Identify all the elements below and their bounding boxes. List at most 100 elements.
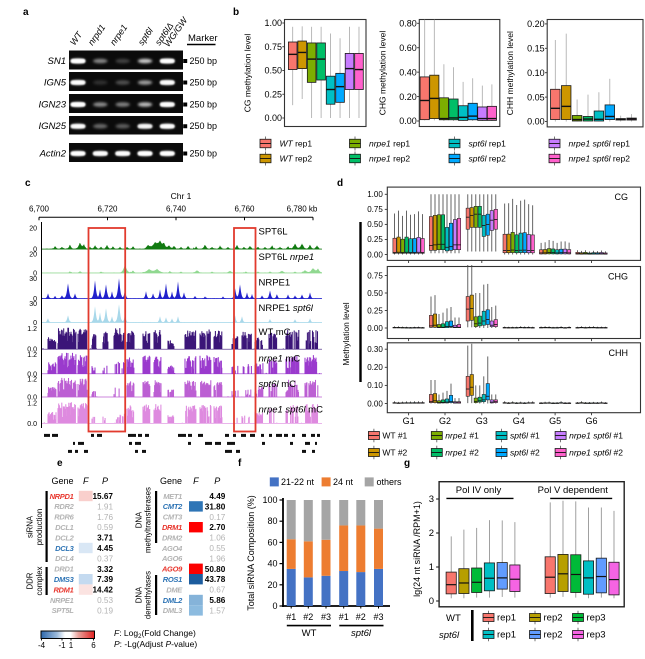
svg-text:0.10: 0.10 xyxy=(367,381,383,390)
svg-text:6: 6 xyxy=(91,641,96,650)
svg-text:1: 1 xyxy=(429,562,434,573)
svg-text:nrpe1 #2: nrpe1 #2 xyxy=(445,448,479,458)
svg-text:CHG methylation level: CHG methylation level xyxy=(377,31,387,116)
svg-text:0.50: 0.50 xyxy=(367,289,383,298)
svg-text:1.57: 1.57 xyxy=(209,606,225,615)
svg-text:Marker: Marker xyxy=(188,33,218,44)
svg-text:Pol V dependent: Pol V dependent xyxy=(538,485,609,496)
svg-text:4.45: 4.45 xyxy=(97,544,113,553)
svg-text:1.00: 1.00 xyxy=(264,18,282,28)
svg-text:0: 0 xyxy=(33,320,37,327)
svg-text:21-22 nt: 21-22 nt xyxy=(281,477,315,487)
svg-text:ROS1: ROS1 xyxy=(163,575,182,584)
svg-text:nrpe1 spt6l rep2: nrpe1 spt6l rep2 xyxy=(569,154,631,164)
svg-text:spt6l #1: spt6l #1 xyxy=(510,431,540,441)
svg-text:0.00: 0.00 xyxy=(264,113,282,123)
svg-text:RDM1: RDM1 xyxy=(53,585,73,594)
svg-text:IGN23: IGN23 xyxy=(39,100,67,111)
svg-text:DRD1: DRD1 xyxy=(54,565,73,574)
svg-text:P: -Lg(Adjust P-value): P: -Lg(Adjust P-value) xyxy=(114,639,197,649)
svg-text:1.2: 1.2 xyxy=(27,326,37,333)
svg-text:IGN25: IGN25 xyxy=(39,121,67,132)
svg-text:AGO9: AGO9 xyxy=(161,565,183,574)
svg-text:c: c xyxy=(25,178,31,189)
svg-text:0.50: 0.50 xyxy=(264,66,282,76)
svg-text:DRM1: DRM1 xyxy=(162,523,182,532)
svg-text:F: Log2(Fold Change): F: Log2(Fold Change) xyxy=(114,628,196,640)
svg-text:0: 0 xyxy=(33,296,37,303)
svg-text:0.0: 0.0 xyxy=(27,371,37,378)
svg-text:0.00: 0.00 xyxy=(367,250,383,259)
svg-text:NRPE1: NRPE1 xyxy=(50,596,74,605)
svg-text:31.80: 31.80 xyxy=(205,502,226,511)
svg-text:24 nt: 24 nt xyxy=(333,477,354,487)
svg-text:F: F xyxy=(83,476,89,486)
svg-text:30: 30 xyxy=(29,276,37,283)
svg-text:Gene: Gene xyxy=(51,476,73,486)
svg-text:1.76: 1.76 xyxy=(97,513,113,522)
svg-text:80: 80 xyxy=(267,516,277,526)
svg-text:RDR6: RDR6 xyxy=(54,513,74,522)
svg-text:0.67: 0.67 xyxy=(209,586,225,595)
svg-text:WT #1: WT #1 xyxy=(382,431,407,441)
svg-text:50.80: 50.80 xyxy=(205,565,226,574)
svg-text:250 bp: 250 bp xyxy=(190,56,218,66)
svg-text:0.20: 0.20 xyxy=(527,19,545,29)
svg-text:spt6l mC: spt6l mC xyxy=(259,379,297,390)
svg-text:#1: #1 xyxy=(286,612,296,622)
svg-text:6,700: 6,700 xyxy=(29,205,50,214)
svg-text:2.70: 2.70 xyxy=(209,523,225,532)
svg-text:40: 40 xyxy=(267,559,277,569)
svg-text:1.2: 1.2 xyxy=(27,401,37,408)
svg-text:43.78: 43.78 xyxy=(205,575,226,584)
svg-text:RDR2: RDR2 xyxy=(54,502,74,511)
svg-text:0.0: 0.0 xyxy=(27,347,37,354)
svg-text:6,780 kb: 6,780 kb xyxy=(287,205,318,214)
svg-text:rep3: rep3 xyxy=(587,630,606,641)
svg-text:rep1: rep1 xyxy=(497,613,516,624)
svg-text:0.0: 0.0 xyxy=(27,395,37,402)
svg-text:G2: G2 xyxy=(439,416,451,426)
svg-text:250 bp: 250 bp xyxy=(190,78,218,88)
svg-text:nrpe1 spt6l #2: nrpe1 spt6l #2 xyxy=(569,448,623,458)
svg-text:0.75: 0.75 xyxy=(367,205,383,214)
svg-text:DNA: DNA xyxy=(135,586,144,603)
svg-text:rep2: rep2 xyxy=(544,613,563,624)
svg-text:250 bp: 250 bp xyxy=(190,121,218,131)
svg-text:a: a xyxy=(23,7,29,18)
svg-text:0: 0 xyxy=(272,601,277,611)
svg-text:0.25: 0.25 xyxy=(367,235,383,244)
svg-text:14.42: 14.42 xyxy=(93,586,114,595)
svg-text:0.00: 0.00 xyxy=(367,324,383,333)
svg-text:0: 0 xyxy=(33,271,37,278)
svg-text:SN1: SN1 xyxy=(48,56,66,67)
svg-text:Gene: Gene xyxy=(160,476,182,486)
svg-text:6,760: 6,760 xyxy=(234,205,255,214)
svg-text:nrpe1 rep2: nrpe1 rep2 xyxy=(369,154,410,164)
svg-text:complex: complex xyxy=(35,566,44,595)
svg-text:spt6l #2: spt6l #2 xyxy=(510,448,540,458)
svg-text:SPT6L nrpe1: SPT6L nrpe1 xyxy=(259,252,315,263)
svg-text:methyltransferases: methyltransferases xyxy=(144,487,153,553)
svg-text:0.37: 0.37 xyxy=(97,554,113,563)
svg-text:-4: -4 xyxy=(38,641,46,650)
svg-text:0.40: 0.40 xyxy=(399,67,417,77)
svg-text:4.49: 4.49 xyxy=(209,492,225,501)
svg-text:0.00: 0.00 xyxy=(399,116,417,126)
svg-text:0.20: 0.20 xyxy=(399,92,417,102)
svg-text:1.96: 1.96 xyxy=(209,554,225,563)
svg-text:G5: G5 xyxy=(549,416,561,426)
svg-text:CMT3: CMT3 xyxy=(163,513,183,522)
svg-text:Chr 1: Chr 1 xyxy=(171,191,192,201)
svg-text:nrpe1 mC: nrpe1 mC xyxy=(259,354,301,365)
svg-text:F: F xyxy=(193,476,199,486)
svg-text:2: 2 xyxy=(429,528,434,539)
svg-text:DME: DME xyxy=(166,585,183,594)
svg-text:nrpe1 spt6l #1: nrpe1 spt6l #1 xyxy=(569,431,623,441)
svg-text:0.10: 0.10 xyxy=(527,68,545,78)
svg-text:others: others xyxy=(377,477,403,487)
svg-text:Total siRNA Composition (%): Total siRNA Composition (%) xyxy=(246,495,256,611)
svg-text:6,720: 6,720 xyxy=(97,205,118,214)
svg-text:100: 100 xyxy=(262,495,277,505)
svg-text:0.59: 0.59 xyxy=(97,523,113,532)
